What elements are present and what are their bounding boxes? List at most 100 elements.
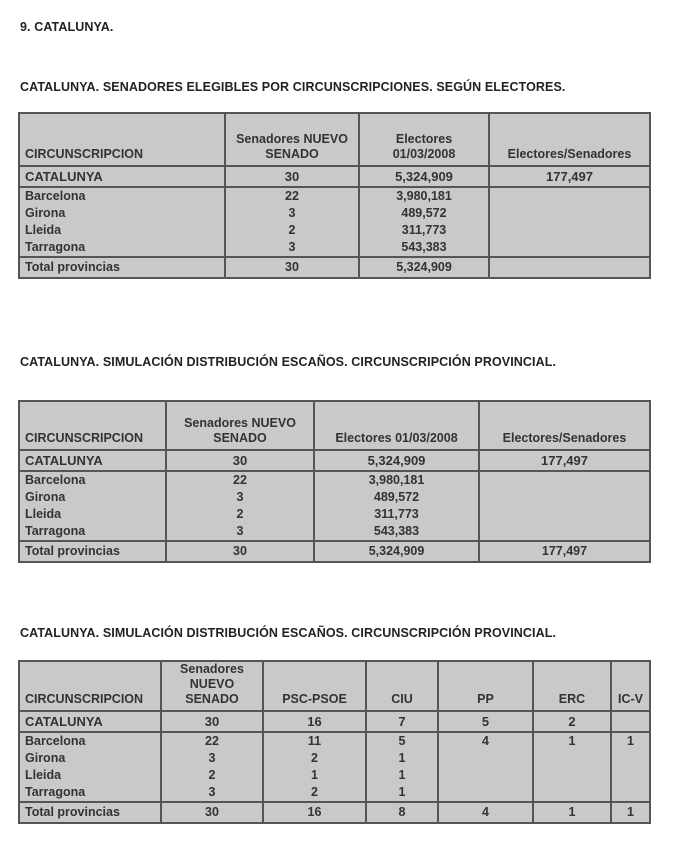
table-cell — [437, 784, 534, 802]
table-cell: 5,324,909 — [358, 256, 490, 279]
table-cell: CATALUNYA — [18, 711, 162, 733]
table-row: Lleida 2 311,773 — [18, 506, 651, 523]
table-row: Tarragona 3 2 1 — [18, 784, 651, 802]
table-cell: CATALUNYA — [18, 450, 167, 472]
table-cell — [488, 256, 651, 279]
table-cell: 2 — [160, 767, 264, 784]
table-row: Total provincias 30 16 8 4 1 1 — [18, 801, 651, 824]
table-row: Total provincias 30 5,324,909 177,497 — [18, 540, 651, 563]
header-row: CIRCUNSCRIPCION Senadores NUEVO SENADO Elec… — [18, 400, 651, 451]
table-senadores-electores: CIRCUNSCRIPCION Senadores NUEVO SENADO Elec… — [18, 112, 651, 279]
table-cell — [437, 767, 534, 784]
table-row: CATALUNYA 30 5,324,909 177,497 — [18, 166, 651, 188]
table-cell: 5 — [365, 732, 439, 750]
table-cell: 3 — [224, 239, 360, 257]
table-cell: 30 — [224, 166, 360, 188]
table-cell: Lleida — [18, 222, 226, 239]
table-cell — [532, 767, 612, 784]
column-header: Senadores NUEVO SENADO — [224, 112, 360, 167]
table-cell: Total provincias — [18, 801, 162, 824]
table-cell — [610, 711, 651, 733]
table-cell: 2 — [532, 711, 612, 733]
table-cell: 1 — [262, 767, 367, 784]
column-header: ERC — [532, 660, 612, 712]
table-cell — [610, 767, 651, 784]
table-row: Girona 3 2 1 — [18, 750, 651, 767]
column-header: CIRCUNSCRIPCION — [18, 400, 167, 451]
table-cell — [610, 750, 651, 767]
table-cell: Tarragona — [18, 784, 162, 802]
table-cell: 489,572 — [358, 205, 490, 222]
table-cell — [610, 784, 651, 802]
table-cell: CATALUNYA — [18, 166, 226, 188]
table-cell: 2 — [224, 222, 360, 239]
table-cell — [478, 471, 651, 489]
table-cell: 5,324,909 — [358, 166, 490, 188]
table-cell: 30 — [165, 540, 315, 563]
table-cell: Lleida — [18, 767, 162, 784]
table-cell: 1 — [365, 750, 439, 767]
table-cell: 2 — [165, 506, 315, 523]
table-cell: 7 — [365, 711, 439, 733]
table-row: Lleida 2 1 1 — [18, 767, 651, 784]
table-cell: 543,383 — [358, 239, 490, 257]
table-cell: 22 — [165, 471, 315, 489]
table-simulacion-partidos: CIRCUNSCRIPCION Senadores NUEVO SENADO PSC-P… — [18, 660, 651, 824]
column-header: IC-V — [610, 660, 651, 712]
table-row: Tarragona 3 543,383 — [18, 239, 651, 257]
table-cell: 3 — [160, 750, 264, 767]
table-row: CATALUNYA 30 16 7 5 2 — [18, 711, 651, 733]
table-cell: 3 — [160, 784, 264, 802]
table-cell: 30 — [224, 256, 360, 279]
column-header: Electores 01/03/2008 — [358, 112, 490, 167]
table-row: Girona 3 489,572 — [18, 489, 651, 506]
table-1-heading: CATALUNYA. SENADORES ELEGIBLES POR CIRCU… — [20, 80, 566, 94]
table-cell: 22 — [160, 732, 264, 750]
table-cell — [488, 222, 651, 239]
table-cell: Barcelona — [18, 187, 226, 205]
table-cell: 311,773 — [313, 506, 480, 523]
table-cell: Girona — [18, 489, 167, 506]
table-row: Barcelona 22 11 5 4 1 1 — [18, 732, 651, 750]
table-cell: 177,497 — [488, 166, 651, 188]
table-cell: Barcelona — [18, 471, 167, 489]
table-cell: 8 — [365, 801, 439, 824]
table-cell: Barcelona — [18, 732, 162, 750]
table-cell: 16 — [262, 711, 367, 733]
table-cell: 4 — [437, 801, 534, 824]
column-header: PP — [437, 660, 534, 712]
table-cell: 3 — [165, 489, 315, 506]
table-row: Total provincias 30 5,324,909 — [18, 256, 651, 279]
table-cell: 30 — [165, 450, 315, 472]
table-cell: 2 — [262, 750, 367, 767]
table-cell — [532, 784, 612, 802]
table-cell: 16 — [262, 801, 367, 824]
table-cell — [478, 523, 651, 541]
table-cell — [488, 187, 651, 205]
table-cell: 3 — [224, 205, 360, 222]
table-cell: 5,324,909 — [313, 450, 480, 472]
table-cell: 3,980,181 — [313, 471, 480, 489]
column-header: CIRCUNSCRIPCION — [18, 112, 226, 167]
table-cell: 30 — [160, 711, 264, 733]
table-cell — [478, 489, 651, 506]
section-title: 9. CATALUNYA. — [20, 20, 114, 34]
table-cell — [437, 750, 534, 767]
table-cell — [488, 239, 651, 257]
table-cell: 1 — [610, 732, 651, 750]
table-cell: 311,773 — [358, 222, 490, 239]
table-cell: 1 — [365, 767, 439, 784]
table-cell: 1 — [610, 801, 651, 824]
table-cell: 4 — [437, 732, 534, 750]
table-cell: Total provincias — [18, 540, 167, 563]
table-cell: Lleida — [18, 506, 167, 523]
table-row: Girona 3 489,572 — [18, 205, 651, 222]
table-row: Barcelona 22 3,980,181 — [18, 471, 651, 489]
column-header: CIU — [365, 660, 439, 712]
header-row: CIRCUNSCRIPCION Senadores NUEVO SENADO Elec… — [18, 112, 651, 167]
table-cell: Girona — [18, 750, 162, 767]
table-cell: 5,324,909 — [313, 540, 480, 563]
table-cell: 5 — [437, 711, 534, 733]
header-row: CIRCUNSCRIPCION Senadores NUEVO SENADO PSC-P… — [18, 660, 651, 712]
table-row: CATALUNYA 30 5,324,909 177,497 — [18, 450, 651, 472]
